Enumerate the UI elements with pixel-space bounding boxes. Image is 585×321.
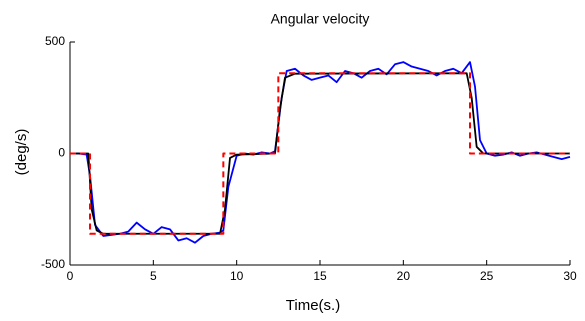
x-tick-label: 30	[563, 269, 577, 283]
y-tick-label: 0	[58, 146, 65, 160]
chart-title: Angular velocity	[271, 11, 370, 27]
x-tick-label: 10	[230, 269, 244, 283]
x-axis-label: Time(s.)	[286, 297, 340, 314]
x-tick-label: 20	[397, 269, 411, 283]
data-line	[70, 72, 570, 235]
x-tick-label: 5	[150, 269, 157, 283]
y-tick-label: 500	[45, 34, 65, 48]
x-tick-label: 15	[313, 269, 327, 283]
x-tick-label: 25	[480, 269, 494, 283]
x-tick-label: 0	[67, 269, 74, 283]
y-axis-label: (deg/s)	[13, 129, 30, 176]
data-line	[70, 61, 571, 244]
y-tick-label: -500	[41, 257, 65, 271]
data-line	[70, 72, 570, 235]
